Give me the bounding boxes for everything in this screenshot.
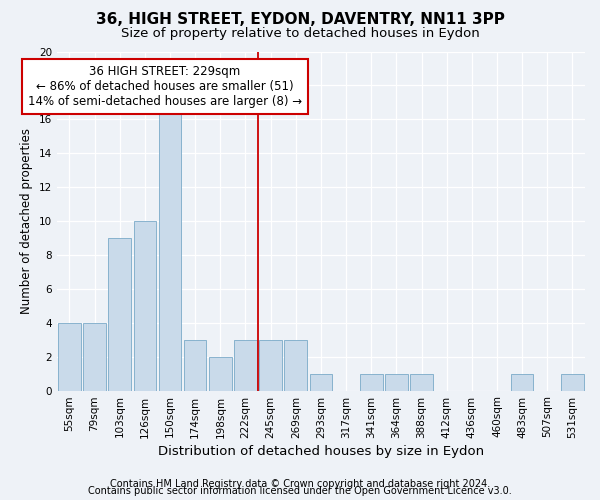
Bar (561, 374, 584, 390)
Bar (58, 323, 81, 390)
Bar (209, 356, 232, 390)
Bar (284, 340, 307, 390)
Bar (134, 221, 156, 390)
Text: Size of property relative to detached houses in Eydon: Size of property relative to detached ho… (121, 28, 479, 40)
Bar (385, 374, 407, 390)
Text: 36 HIGH STREET: 229sqm
← 86% of detached houses are smaller (51)
14% of semi-det: 36 HIGH STREET: 229sqm ← 86% of detached… (28, 65, 302, 108)
Bar (410, 374, 433, 390)
Bar (511, 374, 533, 390)
Text: 36, HIGH STREET, EYDON, DAVENTRY, NN11 3PP: 36, HIGH STREET, EYDON, DAVENTRY, NN11 3… (95, 12, 505, 28)
Bar (360, 374, 383, 390)
Bar (259, 340, 282, 390)
Bar (234, 340, 257, 390)
Bar (184, 340, 206, 390)
Text: Contains public sector information licensed under the Open Government Licence v3: Contains public sector information licen… (88, 486, 512, 496)
Text: Contains HM Land Registry data © Crown copyright and database right 2024.: Contains HM Land Registry data © Crown c… (110, 479, 490, 489)
Bar (109, 238, 131, 390)
Bar (310, 374, 332, 390)
Y-axis label: Number of detached properties: Number of detached properties (20, 128, 33, 314)
X-axis label: Distribution of detached houses by size in Eydon: Distribution of detached houses by size … (158, 444, 484, 458)
Bar (83, 323, 106, 390)
Bar (159, 102, 181, 391)
